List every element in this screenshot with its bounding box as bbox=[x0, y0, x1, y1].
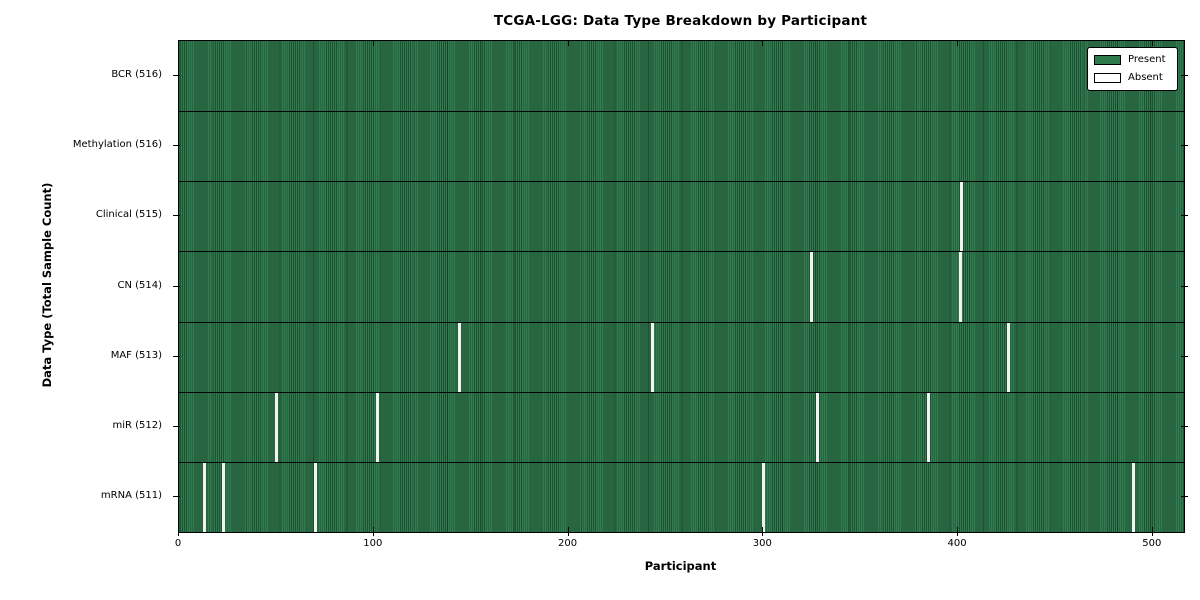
legend-entry-absent: Absent bbox=[1094, 71, 1171, 85]
y-tick-mark bbox=[1181, 425, 1188, 427]
absent-marker bbox=[202, 462, 206, 532]
chart-title: TCGA-LGG: Data Type Breakdown by Partici… bbox=[493, 13, 868, 29]
x-tick-label: 500 bbox=[1142, 538, 1162, 549]
y-tick-mark bbox=[173, 285, 180, 287]
y-tick-mark bbox=[1181, 495, 1188, 497]
y-tick-mark bbox=[1181, 355, 1188, 357]
x-tick-mark bbox=[178, 527, 179, 536]
absent-marker bbox=[958, 252, 962, 322]
y-tick-mark bbox=[173, 425, 180, 427]
y-tick-mark bbox=[1181, 75, 1188, 77]
x-tick-mark bbox=[372, 527, 374, 536]
x-tick-mark bbox=[1151, 41, 1153, 46]
x-tick-mark bbox=[372, 41, 374, 46]
x-tick-label: 0 bbox=[174, 538, 182, 549]
absent-marker bbox=[313, 462, 317, 532]
legend-label-absent: Absent bbox=[1128, 72, 1163, 83]
absent-marker bbox=[810, 252, 814, 322]
x-tick-mark bbox=[762, 41, 764, 46]
y-tick-label: Methylation (516) bbox=[72, 139, 162, 151]
y-tick-mark bbox=[173, 495, 180, 497]
y-tick-mark bbox=[173, 355, 180, 357]
x-axis-label: Participant bbox=[644, 559, 717, 573]
x-tick-label: 300 bbox=[752, 538, 772, 549]
x-tick-label: 200 bbox=[557, 538, 578, 549]
y-tick-label: miR (512) bbox=[112, 419, 162, 431]
absent-marker bbox=[761, 462, 765, 532]
x-tick-mark bbox=[762, 527, 764, 536]
plot-area bbox=[178, 40, 1185, 533]
x-tick-label: 400 bbox=[947, 538, 967, 549]
y-tick-label: CN (514) bbox=[117, 279, 162, 291]
absent-marker bbox=[650, 322, 654, 392]
row-separator bbox=[179, 251, 1184, 253]
y-tick-label: Clinical (515) bbox=[95, 209, 162, 221]
y-tick-label: mRNA (511) bbox=[100, 489, 162, 501]
row-separator bbox=[179, 111, 1184, 113]
absent-marker bbox=[1131, 462, 1135, 532]
row-separator bbox=[179, 321, 1184, 323]
y-tick-mark bbox=[173, 215, 180, 217]
absent-marker bbox=[927, 392, 931, 462]
legend: Present Absent bbox=[1087, 47, 1178, 91]
y-tick-label: MAF (513) bbox=[110, 349, 162, 361]
y-tick-label: BCR (516) bbox=[111, 69, 162, 81]
y-tick-mark bbox=[173, 145, 180, 147]
legend-swatch-absent-icon bbox=[1094, 73, 1121, 83]
y-tick-mark bbox=[1181, 145, 1188, 147]
y-tick-mark bbox=[173, 75, 180, 77]
legend-label-present: Present bbox=[1128, 54, 1166, 65]
y-tick-mark bbox=[1181, 285, 1188, 287]
x-tick-mark bbox=[567, 527, 569, 536]
x-tick-mark bbox=[1151, 527, 1153, 536]
legend-entry-present: Present bbox=[1094, 53, 1171, 67]
x-tick-label: 100 bbox=[363, 538, 383, 549]
x-tick-mark bbox=[178, 41, 179, 46]
y-tick-mark bbox=[1181, 215, 1188, 217]
x-tick-mark bbox=[957, 41, 959, 46]
absent-marker bbox=[457, 322, 461, 392]
absent-marker bbox=[376, 392, 380, 462]
row-separator bbox=[179, 181, 1184, 183]
row-separator bbox=[179, 391, 1184, 393]
absent-marker bbox=[816, 392, 820, 462]
x-tick-mark bbox=[567, 41, 569, 46]
absent-marker bbox=[960, 182, 964, 252]
x-tick-mark bbox=[957, 527, 959, 536]
absent-marker bbox=[222, 462, 226, 532]
absent-marker bbox=[1007, 322, 1011, 392]
legend-swatch-present-icon bbox=[1094, 55, 1121, 65]
absent-marker bbox=[274, 392, 278, 462]
row-separator bbox=[179, 461, 1184, 463]
